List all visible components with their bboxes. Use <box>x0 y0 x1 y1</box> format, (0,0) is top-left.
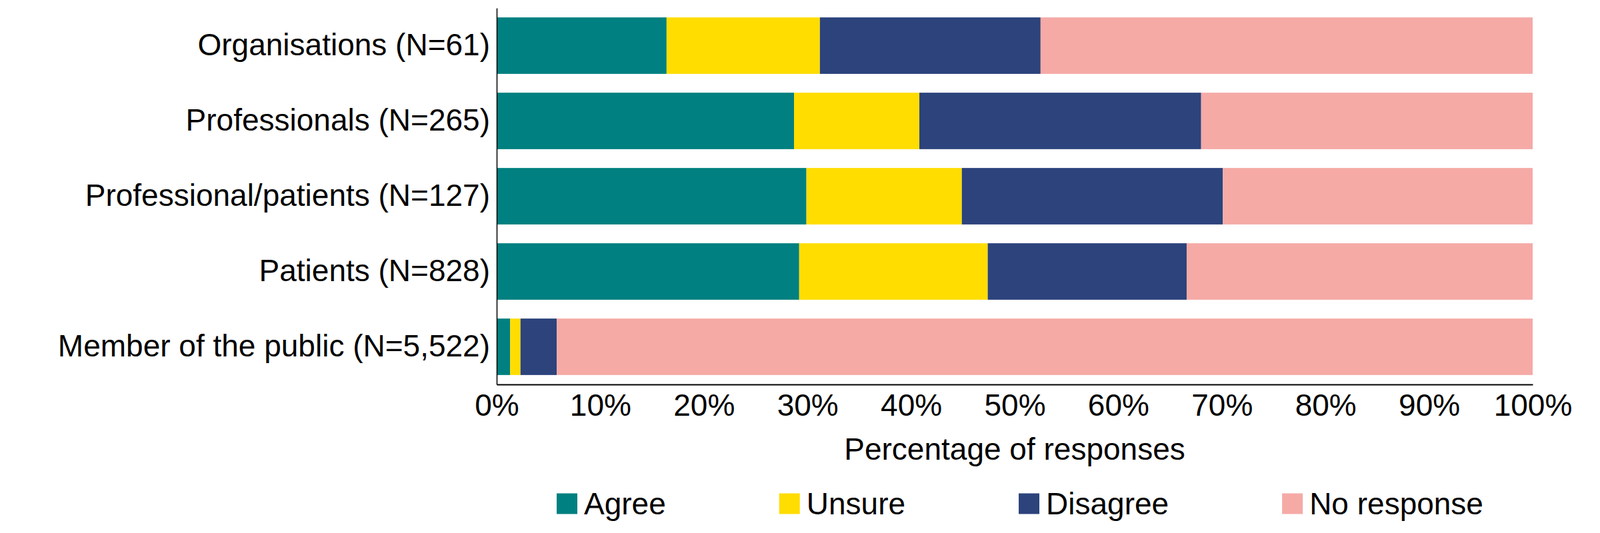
bar <box>962 168 1224 225</box>
x-tick-label: 10% <box>570 388 632 423</box>
y-tick-label: Professional/patients (N=127) <box>85 178 490 213</box>
bar <box>496 17 667 74</box>
x-tick: 10% <box>570 384 632 423</box>
y-tick-label: Patients (N=828) <box>259 253 490 288</box>
legend-item: Disagree <box>1018 486 1169 522</box>
x-tick-label: 50% <box>984 388 1046 423</box>
x-tick-label: 60% <box>1088 388 1150 423</box>
x-tick-label: 0% <box>474 388 519 423</box>
x-tick-label: 90% <box>1398 388 1460 423</box>
x-tick: 30% <box>777 384 839 423</box>
y-tick: Patients (N=828) <box>259 253 497 288</box>
bar <box>510 318 521 376</box>
bar <box>806 168 962 225</box>
legend-item: Unsure <box>779 486 906 522</box>
bar <box>988 243 1187 300</box>
bar <box>1201 92 1533 150</box>
x-tick: 100% <box>1494 384 1573 423</box>
legend-swatch <box>1018 494 1040 515</box>
x-tick-label: 30% <box>777 388 839 423</box>
bar <box>496 318 510 376</box>
bar <box>666 17 820 74</box>
x-tick: 90% <box>1398 384 1460 423</box>
y-tick-label: Professionals (N=265) <box>186 102 490 138</box>
legend-label: Agree <box>584 486 666 522</box>
bars <box>496 17 1533 376</box>
x-tick-label: 80% <box>1295 388 1357 423</box>
legend-label: Disagree <box>1046 486 1169 522</box>
x-tick-label: 100% <box>1494 388 1573 423</box>
x-axis-line <box>497 384 1534 386</box>
y-tick: Organisations (N=61) <box>198 27 497 62</box>
x-tick: 60% <box>1088 384 1150 423</box>
y-axis: Organisations (N=61) Professionals (N=265… <box>58 8 498 386</box>
bar <box>919 92 1202 150</box>
legend-item: No response <box>1282 486 1484 522</box>
y-tick: Professionals (N=265) <box>186 102 497 138</box>
y-tick-label: Member of the public (N=5,522) <box>58 328 490 364</box>
y-axis-line <box>496 8 498 386</box>
y-tick: Member of the public (N=5,522) <box>58 328 497 364</box>
bar <box>799 243 988 300</box>
legend-item: Agree <box>556 486 666 522</box>
legend-label: Unsure <box>806 486 906 522</box>
bar <box>556 318 1533 376</box>
bar <box>1222 168 1533 225</box>
bar <box>520 318 557 376</box>
bar <box>496 243 800 300</box>
x-tick: 80% <box>1295 384 1357 423</box>
legend-swatch <box>779 494 800 515</box>
plot: 0% 10% 20% 30% 40% 50% 60% 70% 80% 90% 100% Organis… <box>58 8 1572 423</box>
x-tick: 50% <box>984 384 1046 423</box>
x-axis: 0% 10% 20% 30% 40% 50% 60% 70% 80% 90% 100% <box>474 384 1572 423</box>
legend: Agree Unsure Disagree No response <box>556 486 1484 522</box>
x-axis-title: Percentage of responses <box>844 432 1185 467</box>
bar <box>496 92 794 150</box>
x-tick: 20% <box>673 384 735 423</box>
x-tick: 70% <box>1191 384 1253 423</box>
y-tick-label: Organisations (N=61) <box>198 27 490 62</box>
bar <box>1040 17 1533 74</box>
series <box>556 17 1533 376</box>
legend-label: No response <box>1309 486 1484 522</box>
x-tick: 0% <box>474 384 519 423</box>
x-tick: 40% <box>880 384 942 423</box>
x-tick-label: 20% <box>673 388 735 423</box>
bar <box>820 17 1041 74</box>
y-tick: Professional/patients (N=127) <box>85 178 497 213</box>
legend-swatch <box>556 494 578 515</box>
bar <box>794 92 920 150</box>
x-tick-label: 70% <box>1191 388 1253 423</box>
x-tick-label: 40% <box>880 388 942 423</box>
bar <box>496 168 807 225</box>
legend-swatch <box>1282 494 1303 515</box>
bar <box>1186 243 1533 300</box>
chart: 0% 10% 20% 30% 40% 50% 60% 70% 80% 90% 100% Organis… <box>0 0 1600 533</box>
